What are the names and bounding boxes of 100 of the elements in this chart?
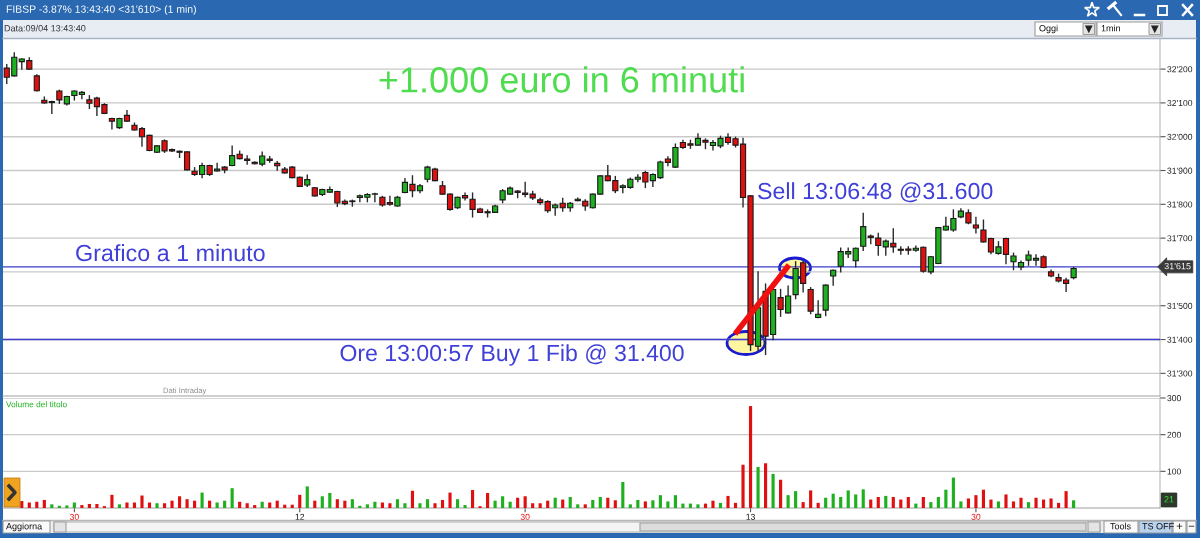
bar (27, 502, 31, 508)
bar (658, 495, 662, 508)
bar (801, 502, 805, 508)
bar (891, 497, 895, 508)
bar (35, 501, 39, 508)
bar (681, 503, 685, 508)
bar (786, 495, 790, 508)
bar (666, 501, 670, 508)
bar (1049, 498, 1053, 508)
bar (463, 505, 467, 508)
x-tick-label: 30 (971, 513, 981, 520)
bar (95, 503, 99, 508)
bar (147, 502, 152, 508)
text: Oggi (1039, 24, 1058, 34)
bar (748, 406, 753, 508)
bar (628, 504, 632, 508)
annotation: Grafico a 1 minuto (76, 244, 265, 262)
bar (245, 503, 249, 508)
bar (275, 500, 279, 508)
x-tick-label: 13 (746, 513, 755, 520)
bar (733, 502, 738, 508)
bar (132, 502, 137, 508)
bar (576, 504, 580, 508)
candlestick (807, 287, 814, 315)
bar (613, 500, 617, 508)
bar (621, 481, 625, 508)
bar (906, 497, 910, 508)
bar (741, 464, 745, 508)
bar (839, 497, 843, 508)
bar (711, 500, 715, 508)
bar (523, 496, 527, 508)
x-tick-label: 12 (295, 513, 305, 520)
x-tick-label: 30 (520, 513, 530, 520)
text: Aggiorna (6, 522, 43, 532)
bar (215, 502, 219, 508)
x-tick-label: 30 (69, 513, 79, 520)
bar (636, 499, 640, 508)
bar (72, 502, 76, 508)
bar (200, 492, 204, 508)
bar (455, 499, 460, 508)
ref-line-label: 31'615 (1164, 262, 1191, 270)
bar (162, 503, 167, 508)
bar (238, 501, 242, 508)
y-tick-label: 31'400 (1167, 336, 1193, 343)
text: + (1176, 523, 1183, 529)
text: − (1188, 525, 1195, 527)
y-tick-label: 100 (1167, 468, 1181, 475)
bar (779, 479, 783, 508)
bar (493, 500, 497, 508)
y-tick-label: 31'500 (1167, 302, 1193, 309)
bar (568, 497, 572, 508)
text: FIBSP -3.87% 13:43:40 <31'610> (1 min) (6, 5, 196, 15)
bar (177, 496, 182, 508)
bar (1057, 502, 1061, 508)
bar (936, 497, 940, 508)
bar (335, 499, 339, 508)
bar (395, 499, 400, 508)
text: Tools (1110, 522, 1131, 530)
bar (974, 495, 978, 508)
bar (193, 500, 197, 508)
bar (591, 499, 595, 508)
bar (433, 503, 437, 508)
y-tick-label: 31'900 (1167, 167, 1193, 174)
y-tick-label: 31'700 (1167, 235, 1193, 242)
bar (1064, 491, 1068, 508)
bar (951, 477, 955, 508)
bar (598, 497, 602, 508)
bar (809, 490, 813, 508)
bar (140, 495, 144, 508)
bar (989, 499, 993, 508)
bar (403, 503, 407, 508)
text: TS OFF (1142, 523, 1174, 530)
text: Data:09/04 13:43:40 (4, 24, 86, 32)
candlestick (860, 212, 867, 251)
bar (185, 499, 189, 508)
bar (320, 496, 324, 508)
bar (921, 497, 925, 508)
chart-title: Volume del titolo (6, 401, 67, 408)
bar (440, 499, 445, 508)
bar (854, 494, 858, 508)
bar (673, 495, 677, 508)
bar (117, 504, 122, 508)
bar (876, 497, 880, 508)
bar (959, 501, 963, 508)
bar (155, 503, 159, 508)
bar (884, 495, 888, 508)
bar (861, 489, 865, 508)
bar (373, 501, 377, 508)
bar (531, 503, 535, 508)
bar (583, 504, 587, 508)
bar (996, 501, 1001, 508)
bar (448, 492, 452, 508)
y-tick-label: 31'800 (1167, 201, 1193, 208)
y-tick-label: 32'000 (1167, 133, 1193, 140)
bar (50, 504, 54, 508)
bar (831, 493, 835, 508)
annotation: Ore 13:00:57 Buy 1 Fib @ 31.400 (340, 344, 684, 366)
y-tick-label: 300 (1167, 395, 1181, 402)
bar (1034, 497, 1038, 508)
text: 21 (1164, 496, 1174, 503)
